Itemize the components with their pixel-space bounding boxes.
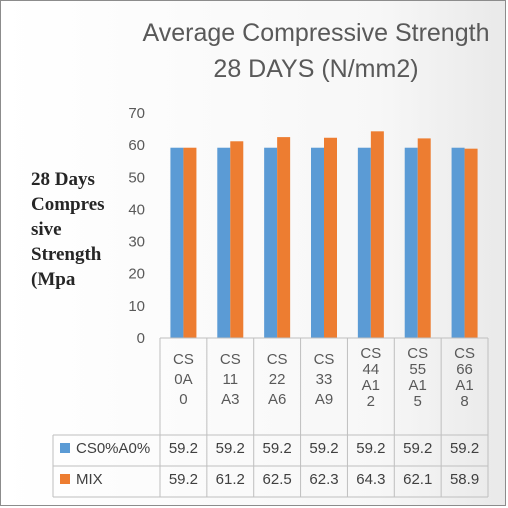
data-table-value: 59.2 [263, 440, 292, 457]
data-table-value: 59.2 [216, 440, 245, 457]
bar [264, 147, 278, 338]
category-label: A1 [455, 377, 473, 394]
category-label: CS [267, 351, 288, 368]
category-label: 66 [456, 361, 473, 378]
category-label: 33 [316, 371, 333, 388]
bar [183, 147, 197, 338]
bar [357, 147, 371, 338]
category-label: 22 [269, 371, 286, 388]
category-label: A1 [409, 377, 427, 394]
data-table-value: 59.2 [309, 440, 338, 457]
category-label: 8 [460, 393, 468, 410]
category-label: 0 [179, 391, 187, 408]
data-table-value: 62.3 [309, 471, 338, 488]
category-label: A9 [315, 391, 333, 408]
bar [464, 148, 478, 338]
bar [324, 137, 337, 338]
y-axis-label-line: 28 Days [31, 169, 95, 190]
category-label: CS [407, 345, 428, 362]
data-table-value: 59.2 [403, 440, 432, 457]
bar [311, 147, 324, 338]
y-axis-label: 28 Days Compres sive Strength (Mpa [31, 167, 123, 292]
y-axis-label-line: Compres [31, 194, 105, 215]
bar [370, 131, 384, 338]
category-label: 11 [222, 371, 238, 388]
data-table-value: 62.1 [403, 471, 432, 488]
bar [170, 147, 184, 338]
category-label: CS [360, 345, 381, 362]
category-label: A3 [221, 391, 239, 408]
data-table-value: 64.3 [356, 471, 385, 488]
category-label: CS [220, 351, 241, 368]
category-label: 0A [174, 371, 192, 388]
bar [451, 147, 465, 338]
bar [230, 141, 244, 338]
data-table-value: 59.2 [169, 440, 198, 457]
bar [404, 147, 418, 338]
y-tick-label: 10 [128, 298, 145, 315]
data-table-value: 58.9 [450, 471, 479, 488]
legend-label: MIX [76, 471, 103, 488]
chart-title-line-2: 28 DAYS (N/mm2) [213, 55, 419, 83]
category-label: CS [454, 345, 475, 362]
bar [217, 147, 231, 338]
y-axis-label-line: sive [31, 219, 62, 240]
category-label: A6 [268, 391, 286, 408]
data-table-value: 59.2 [450, 440, 479, 457]
y-axis-label-line: (Mpa [31, 269, 76, 290]
category-label: 2 [367, 393, 375, 410]
category-label: CS [314, 351, 335, 368]
y-tick-label: 40 [128, 201, 145, 218]
y-tick-label: 50 [128, 169, 145, 186]
bar [417, 138, 431, 338]
category-label: 55 [409, 361, 426, 378]
y-tick-label: 20 [128, 266, 145, 283]
bar [277, 137, 291, 338]
legend-swatch [60, 474, 70, 484]
y-tick-label: 70 [128, 105, 145, 122]
category-label: 44 [363, 361, 380, 378]
y-tick-label: 0 [137, 330, 145, 347]
data-table-value: 59.2 [356, 440, 385, 457]
y-tick-label: 60 [128, 137, 145, 154]
data-table-value: 61.2 [216, 471, 245, 488]
data-table-value: 59.2 [169, 471, 198, 488]
category-label: 5 [414, 393, 422, 410]
category-label: A1 [362, 377, 380, 394]
y-tick-label: 30 [128, 234, 145, 251]
y-axis-label-line: Strength [31, 244, 102, 265]
category-label: CS [173, 351, 194, 368]
legend-label: CS0%A0% [76, 440, 150, 457]
data-table-value: 62.5 [263, 471, 292, 488]
chart-title-line-1: Average Compressive Strength [142, 19, 490, 47]
legend-swatch [60, 443, 70, 453]
